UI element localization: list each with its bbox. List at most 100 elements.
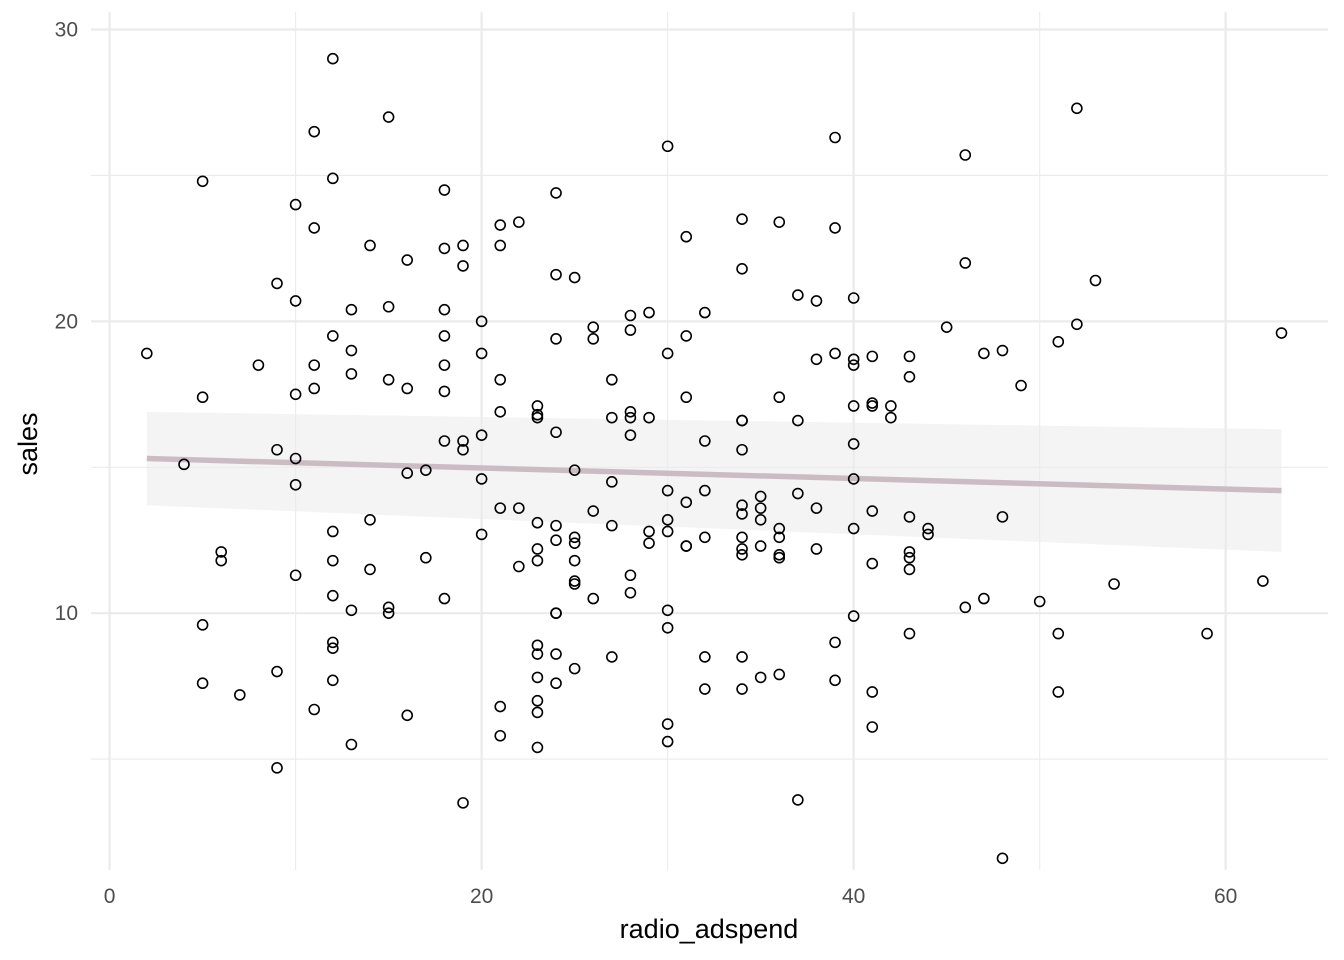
data-point <box>661 525 674 538</box>
data-point <box>531 741 544 754</box>
data-point <box>327 642 339 655</box>
data-point <box>568 537 581 549</box>
data-point <box>606 411 618 424</box>
data-point <box>438 184 451 196</box>
data-point <box>606 651 618 663</box>
data-point <box>959 149 972 161</box>
data-point <box>364 239 376 252</box>
data-point <box>847 473 860 485</box>
data-point <box>327 172 339 185</box>
data-point <box>606 373 618 386</box>
data-point <box>643 411 655 424</box>
data-point <box>773 551 786 564</box>
data-point <box>568 578 581 590</box>
data-point <box>308 703 321 716</box>
data-point <box>978 347 990 360</box>
x-axis-title: radio_adspend <box>620 914 799 944</box>
data-point <box>438 359 451 371</box>
data-point <box>457 260 469 272</box>
data-point <box>550 426 562 439</box>
data-point <box>531 694 544 707</box>
data-point <box>773 668 786 681</box>
data-point <box>308 382 321 395</box>
data-point <box>829 347 841 360</box>
data-point <box>327 636 339 649</box>
data-point <box>736 651 748 663</box>
data-point <box>550 534 562 547</box>
data-point <box>866 400 879 412</box>
data-point <box>624 406 637 418</box>
data-point <box>178 458 190 471</box>
data-point <box>568 662 581 675</box>
data-point <box>494 729 507 742</box>
y-tick-label: 30 <box>55 19 78 42</box>
data-point <box>327 525 339 538</box>
data-point <box>475 347 488 360</box>
data-point <box>382 607 395 619</box>
data-point <box>494 219 507 231</box>
data-point <box>401 709 414 722</box>
data-point <box>1257 575 1269 587</box>
data-point <box>494 373 507 386</box>
data-point <box>829 131 841 144</box>
data-point <box>438 303 451 316</box>
data-point <box>308 222 321 234</box>
data-point <box>754 513 767 526</box>
data-point <box>438 592 451 605</box>
data-point <box>457 239 469 252</box>
data-point <box>903 370 916 383</box>
data-point <box>457 435 469 447</box>
data-point <box>829 674 841 687</box>
data-point <box>959 257 972 269</box>
data-point <box>885 411 897 424</box>
data-point <box>568 554 581 567</box>
data-point <box>1089 274 1102 287</box>
data-point <box>866 686 879 698</box>
data-point <box>773 391 786 404</box>
data-point <box>568 531 581 544</box>
data-point <box>420 464 432 476</box>
data-point <box>792 487 804 500</box>
data-point <box>736 531 748 544</box>
data-point <box>550 519 562 532</box>
data-point <box>810 295 823 307</box>
data-point <box>736 549 748 561</box>
data-point <box>866 350 879 363</box>
data-point <box>866 557 879 570</box>
data-point <box>345 604 358 617</box>
y-tick-label: 10 <box>55 602 78 625</box>
confidence-band <box>146 411 1282 552</box>
data-point <box>271 665 283 678</box>
data-point <box>494 239 507 252</box>
data-point <box>308 125 321 138</box>
data-point <box>754 540 767 552</box>
data-point <box>531 400 544 412</box>
data-point <box>736 443 748 456</box>
data-point <box>606 519 618 532</box>
data-point <box>531 516 544 529</box>
data-point <box>661 484 674 497</box>
data-point <box>550 187 562 199</box>
data-point <box>866 505 879 517</box>
data-point <box>624 309 637 322</box>
data-point <box>494 502 507 514</box>
data-point <box>661 718 674 730</box>
data-point <box>680 391 693 404</box>
data-point <box>680 330 693 342</box>
data-point <box>624 411 637 424</box>
data-point <box>903 511 916 523</box>
data-point <box>587 592 600 605</box>
data-point <box>773 522 786 535</box>
data-point <box>327 589 339 602</box>
data-point <box>699 651 711 663</box>
y-axis-title: sales <box>13 412 43 475</box>
data-point <box>308 359 321 371</box>
data-point <box>847 353 860 366</box>
data-point <box>847 438 860 450</box>
data-point <box>531 671 544 684</box>
data-point <box>345 738 358 751</box>
data-point <box>1071 318 1083 331</box>
data-point <box>699 435 711 447</box>
data-point <box>792 794 804 806</box>
